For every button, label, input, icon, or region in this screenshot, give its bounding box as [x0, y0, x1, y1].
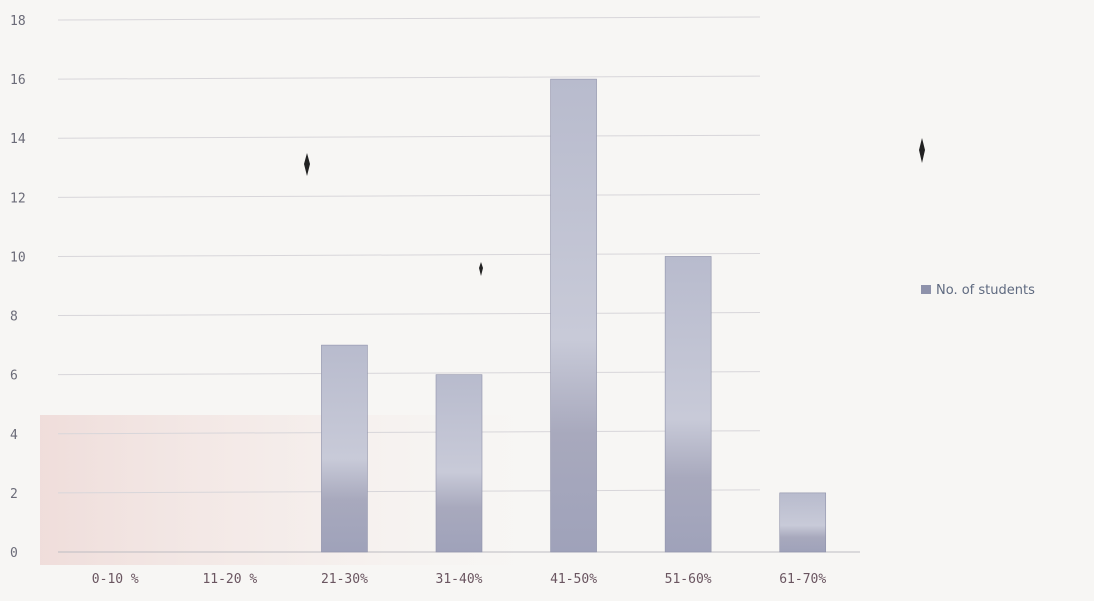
ink-mark [479, 262, 483, 276]
bars-group [321, 78, 827, 553]
ink-mark [304, 153, 310, 176]
y-tick-label: 6 [10, 369, 18, 384]
bar [550, 78, 597, 553]
y-tick-label: 16 [10, 73, 26, 88]
y-tick-label: 8 [10, 310, 18, 325]
gridline [57, 312, 761, 317]
gridline [57, 489, 761, 494]
gridline [57, 134, 761, 139]
gridline [57, 16, 761, 21]
y-tick-label: 10 [10, 250, 26, 265]
gridlines [57, 16, 860, 553]
legend-label: No. of students [936, 283, 1035, 298]
y-tick-label: 14 [10, 132, 26, 147]
x-tick-label: 0-10 % [92, 572, 139, 587]
bar [321, 344, 368, 553]
bar [664, 256, 712, 553]
gridline [57, 430, 761, 435]
y-tick-label: 18 [10, 14, 26, 29]
x-tick-label: 31-40% [436, 572, 483, 587]
gridline [57, 252, 761, 257]
bar [779, 492, 827, 553]
x-tick-label: 11-20 % [202, 572, 257, 587]
gridline [57, 193, 761, 198]
gridline [57, 75, 761, 80]
y-tick-label: 12 [10, 191, 26, 206]
legend-swatch [921, 285, 931, 294]
y-tick-label: 2 [10, 487, 18, 502]
gridline [57, 371, 761, 376]
bar [435, 374, 483, 553]
y-axis-ticks: 0 2 4 6 8 10 12 14 16 18 [10, 14, 26, 561]
ink-mark [919, 138, 925, 163]
paper-stain [40, 415, 580, 565]
x-axis-ticks: 0-10 % 11-20 % 21-30% 31-40% 41-50% 51-60% 61-… [92, 572, 827, 587]
y-tick-label: 4 [10, 428, 18, 443]
x-tick-label: 51-60% [665, 572, 712, 587]
y-tick-label: 0 [10, 546, 18, 561]
legend: No. of students [921, 283, 1035, 298]
x-tick-label: 61-70% [779, 572, 826, 587]
x-tick-label: 41-50% [550, 572, 597, 587]
x-tick-label: 21-30% [321, 572, 368, 587]
